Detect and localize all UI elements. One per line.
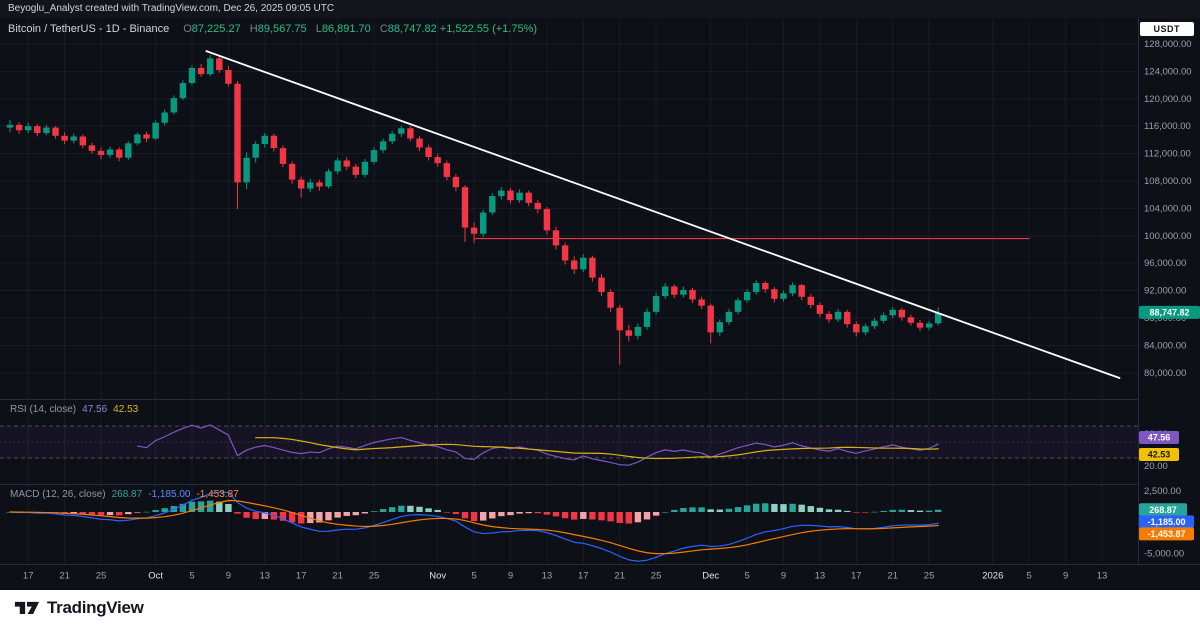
svg-text:25: 25 [369, 571, 380, 582]
svg-text:21: 21 [59, 571, 70, 582]
ohlc-readout: O87,225.27 H89,567.75 L86,891.70 C88,747… [177, 23, 537, 35]
rsi-value: 47.56 [82, 404, 108, 415]
svg-text:9: 9 [226, 571, 231, 582]
svg-text:80,000.00: 80,000.00 [1144, 368, 1186, 379]
svg-text:100,000.00: 100,000.00 [1144, 231, 1192, 242]
currency-unit-badge: USDT [1139, 22, 1194, 36]
svg-text:25: 25 [96, 571, 107, 582]
tradingview-brand-text[interactable]: TradingView [47, 597, 144, 617]
svg-text:84,000.00: 84,000.00 [1144, 340, 1186, 351]
svg-text:13: 13 [542, 571, 553, 582]
change-value: +1,522.55 (+1.75%) [439, 22, 538, 35]
time-axis[interactable]: 17 21 25 Oct 5 9 13 17 21 25 Nov 5 9 13 17 21 25 Dec 5 9 13 1… [23, 571, 1107, 582]
svg-text:25: 25 [924, 571, 935, 582]
price-axis[interactable]: 128,000.00 124,000.00 120,000.00 116,000.00… [1144, 39, 1192, 560]
svg-text:92,000.00: 92,000.00 [1144, 286, 1186, 297]
tradingview-logo-icon[interactable] [14, 597, 40, 618]
macd-label-text: MACD (12, 26, close) [10, 489, 106, 500]
svg-text:-5,000.00: -5,000.00 [1144, 549, 1184, 560]
svg-text:Dec: Dec [702, 571, 719, 582]
svg-text:-1,453.87: -1,453.87 [1147, 529, 1185, 539]
svg-text:13: 13 [1097, 571, 1108, 582]
svg-text:268.87: 268.87 [1149, 505, 1177, 515]
macd-indicator-label[interactable]: MACD (12, 26, close) 268.87 -1,185.00 -1… [10, 489, 239, 500]
svg-text:21: 21 [332, 571, 343, 582]
svg-text:17: 17 [851, 571, 862, 582]
svg-text:104,000.00: 104,000.00 [1144, 203, 1192, 214]
svg-text:Oct: Oct [148, 571, 163, 582]
svg-text:5: 5 [744, 571, 749, 582]
main-price-pane[interactable] [6, 54, 942, 365]
svg-text:21: 21 [887, 571, 898, 582]
macd-hist-value: 268.87 [111, 489, 143, 500]
rsi-label-text: RSI (14, close) [10, 404, 77, 415]
svg-text:9: 9 [781, 571, 786, 582]
axis-badges: 88,747.82 47.56 42.53 268.87 -1,185.00 -1,453… [1139, 305, 1200, 541]
svg-text:Nov: Nov [429, 571, 446, 582]
svg-text:13: 13 [815, 571, 826, 582]
high-label: H [249, 22, 258, 35]
svg-text:2026: 2026 [982, 571, 1003, 582]
svg-text:13: 13 [260, 571, 271, 582]
low-value: 86,891.70 [321, 22, 371, 35]
svg-text:5: 5 [189, 571, 194, 582]
open-label: O [183, 22, 192, 35]
close-value: 88,747.82 [387, 22, 437, 35]
svg-text:9: 9 [1063, 571, 1068, 582]
high-value: 89,567.75 [257, 22, 307, 35]
svg-text:47.56: 47.56 [1148, 432, 1171, 442]
svg-text:20.00: 20.00 [1144, 461, 1168, 472]
svg-text:128,000.00: 128,000.00 [1144, 39, 1192, 50]
svg-text:88,747.82: 88,747.82 [1149, 307, 1189, 317]
attribution-text: Beyoglu_Analyst created with TradingView… [0, 0, 1200, 18]
svg-text:42.53: 42.53 [1148, 449, 1171, 459]
svg-text:2,500.00: 2,500.00 [1144, 486, 1181, 497]
rsi-pane[interactable] [0, 424, 1138, 466]
svg-text:108,000.00: 108,000.00 [1144, 176, 1192, 187]
svg-text:116,000.00: 116,000.00 [1144, 121, 1191, 132]
svg-text:5: 5 [1027, 571, 1032, 582]
symbol-title: Bitcoin / TetherUS - 1D - Binance [8, 22, 170, 35]
svg-text:-1,185.00: -1,185.00 [1147, 517, 1185, 527]
chart-canvas[interactable]: 128,000.00 124,000.00 120,000.00 116,000.00… [0, 0, 1200, 590]
footer-bar: TradingView [0, 590, 1200, 625]
svg-text:124,000.00: 124,000.00 [1144, 66, 1192, 77]
rsi-indicator-label[interactable]: RSI (14, close) 47.56 42.53 [10, 404, 138, 415]
low-label: L [315, 22, 322, 35]
svg-text:21: 21 [614, 571, 625, 582]
grid [0, 18, 1200, 565]
svg-text:17: 17 [578, 571, 589, 582]
svg-text:17: 17 [23, 571, 34, 582]
svg-text:112,000.00: 112,000.00 [1144, 149, 1191, 160]
macd-line-value: -1,185.00 [148, 489, 191, 500]
svg-text:96,000.00: 96,000.00 [1144, 258, 1186, 269]
macd-pane[interactable] [6, 491, 942, 562]
svg-text:25: 25 [651, 571, 662, 582]
symbol-info-row: Bitcoin / TetherUS - 1D - Binance O87,22… [8, 21, 537, 36]
svg-text:17: 17 [296, 571, 307, 582]
rsi-ma-value: 42.53 [113, 404, 139, 415]
macd-signal-value: -1,453.87 [196, 489, 239, 500]
chart-drawings[interactable] [205, 50, 1121, 380]
svg-text:120,000.00: 120,000.00 [1144, 94, 1192, 105]
open-value: 87,225.27 [191, 22, 241, 35]
svg-text:5: 5 [471, 571, 476, 582]
close-label: C [379, 22, 388, 35]
svg-text:9: 9 [508, 571, 513, 582]
